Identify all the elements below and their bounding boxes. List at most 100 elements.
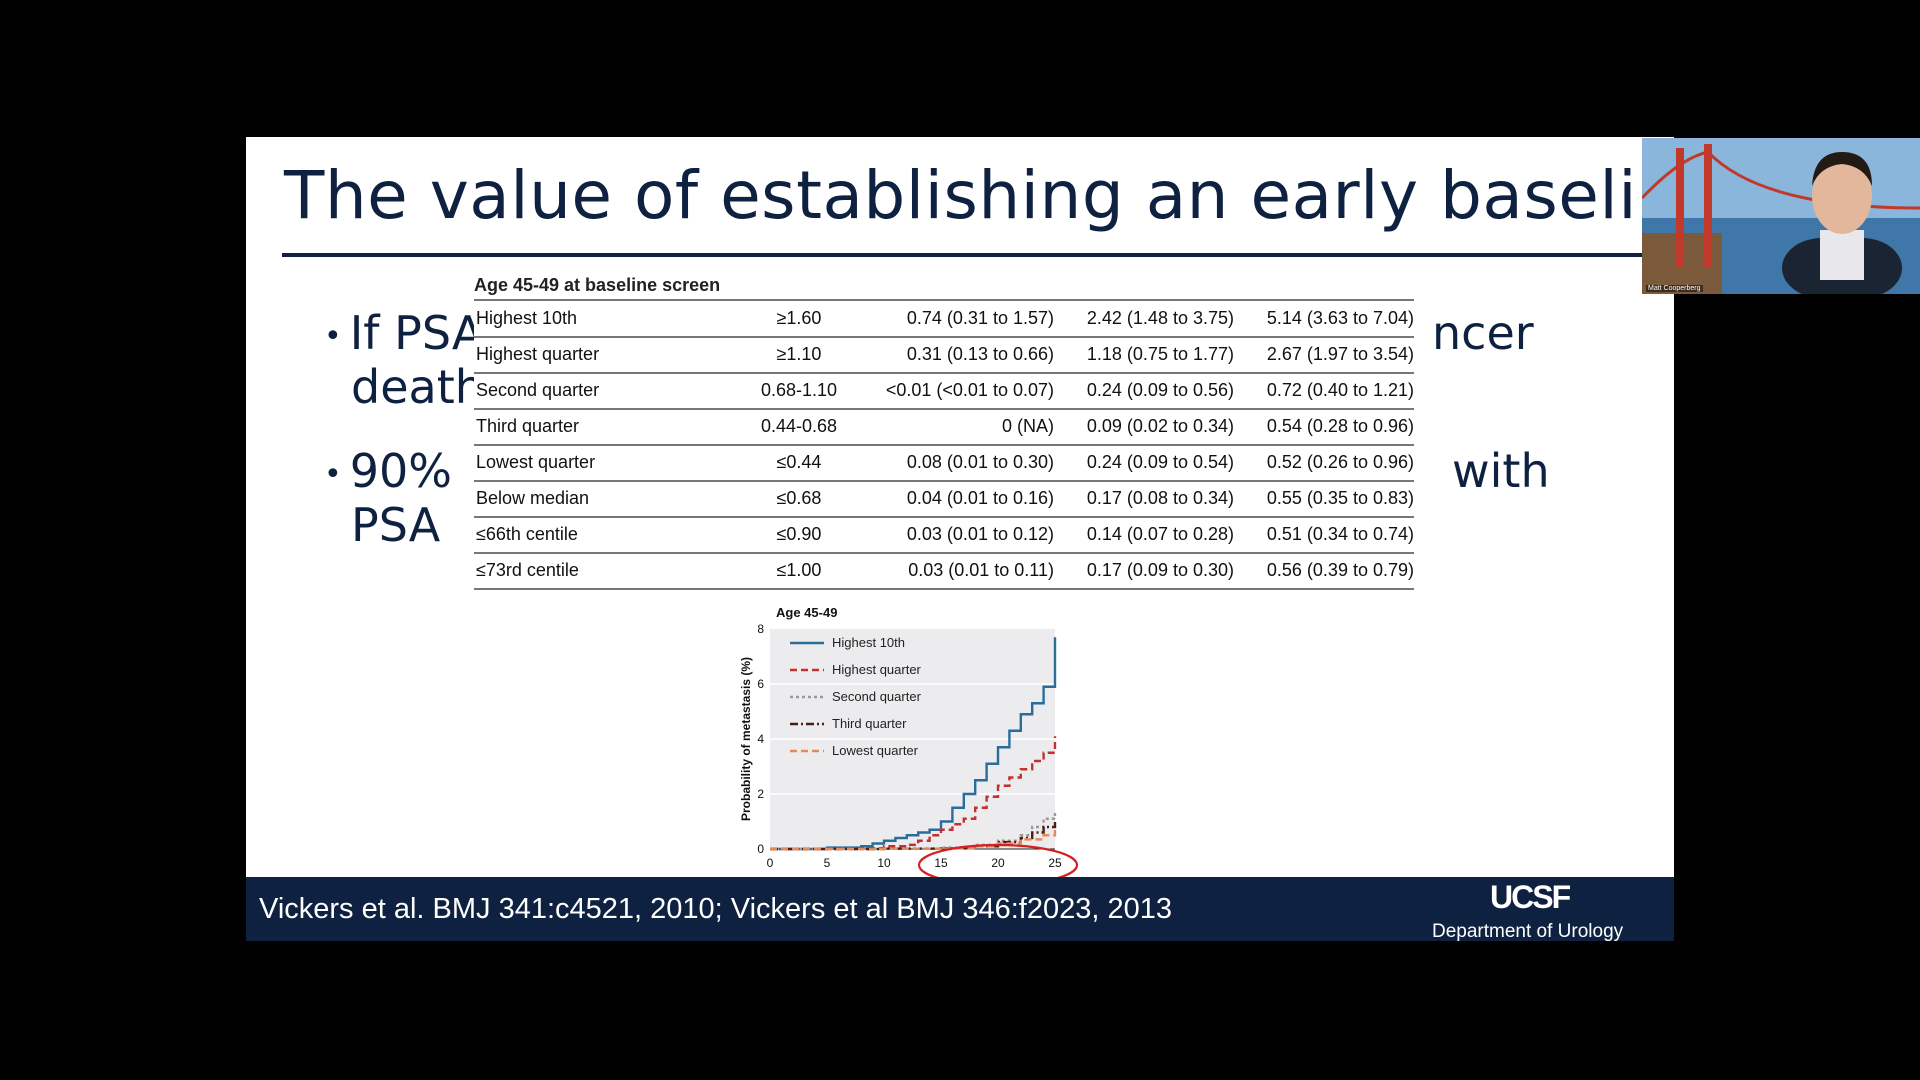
table-rule — [474, 516, 1414, 518]
participant-name: Matt Cooperberg — [1646, 285, 1703, 292]
table-caption: Age 45-49 at baseline screen — [474, 275, 721, 295]
legend-label: Lowest quarter — [832, 743, 919, 758]
row-label: Highest 10th — [476, 308, 578, 328]
table-row: Highest quarter ≥1.10 0.31 (0.13 to 0.66) 1… — [474, 337, 1414, 373]
risk-col-1: 0.74 (0.31 to 1.57) — [906, 308, 1054, 328]
ucsf-logo: UCSF — [1490, 879, 1571, 915]
slide-title: The value of establishing an early basel… — [284, 157, 1674, 234]
presentation-slide: The value of establishing an early basel… — [246, 137, 1674, 941]
x-tick-label: 15 — [934, 856, 948, 870]
y-tick-label: 8 — [757, 622, 764, 636]
department-label: Department of Urology — [1432, 921, 1624, 941]
table-row: ≤66th centile ≤0.90 0.03 (0.01 to 0.12) 0.1… — [474, 517, 1414, 553]
bullet-2: • 90% — [324, 443, 452, 503]
legend-label: Second quarter — [832, 689, 922, 704]
series-line-2 — [770, 736, 1057, 851]
row-label: Third quarter — [476, 416, 580, 436]
row-label: Highest quarter — [476, 344, 600, 364]
x-tick-label: 25 — [1048, 856, 1062, 870]
risk-col-2: 0.24 (0.09 to 0.56) — [1086, 380, 1234, 400]
bullet-dot: • — [324, 318, 342, 354]
title-underline — [282, 253, 1674, 257]
bullet-1-tail: ncer — [1432, 306, 1534, 360]
y-tick-label: 2 — [757, 787, 764, 801]
risk-col-1: <0.01 (<0.01 to 0.07) — [885, 380, 1054, 400]
table-rule — [474, 372, 1414, 374]
y-tick-label: 0 — [757, 842, 764, 856]
risk-col-3: 5.14 (3.63 to 7.04) — [1266, 308, 1414, 328]
risk-col-1: 0.08 (0.01 to 0.30) — [906, 452, 1054, 472]
psa-cutoff: ≥1.60 — [776, 308, 822, 328]
x-tick-label: 20 — [991, 856, 1005, 870]
row-label: Below median — [476, 488, 590, 508]
risk-col-3: 0.52 (0.26 to 0.96) — [1266, 452, 1414, 472]
series-line-3 — [770, 810, 1057, 851]
row-label: ≤66th centile — [476, 524, 578, 544]
webcam-video-icon — [1642, 138, 1920, 294]
risk-col-3: 0.54 (0.28 to 0.96) — [1266, 416, 1414, 436]
legend-label: Highest 10th — [832, 635, 905, 650]
risk-col-1: 0.03 (0.01 to 0.12) — [906, 524, 1054, 544]
psa-cutoff: ≥1.10 — [776, 344, 822, 364]
legend-label: Third quarter — [832, 716, 907, 731]
legend-label: Highest quarter — [832, 662, 922, 677]
risk-col-2: 1.18 (0.75 to 1.77) — [1086, 344, 1234, 364]
bullet-1: • If PSA — [324, 305, 483, 365]
psa-cutoff: 0.44-0.68 — [760, 416, 838, 436]
psa-cutoff: ≤0.90 — [776, 524, 822, 544]
x-tick-label: 10 — [877, 856, 891, 870]
risk-col-3: 0.56 (0.39 to 0.79) — [1266, 560, 1414, 580]
bullet-1-line-2: death — [351, 360, 484, 414]
bullet-2-line-2: PSA — [351, 498, 441, 552]
table-row: Lowest quarter ≤0.44 0.08 (0.01 to 0.30) 0.… — [474, 445, 1414, 481]
psa-cutoff: 0.68-1.10 — [760, 380, 838, 400]
citation: Vickers et al. BMJ 341:c4521, 2010; Vick… — [259, 893, 1172, 925]
table-rule — [474, 588, 1414, 590]
row-label: ≤73rd centile — [476, 560, 579, 580]
risk-col-2: 0.17 (0.09 to 0.30) — [1086, 560, 1234, 580]
psa-cutoff: ≤0.44 — [776, 452, 822, 472]
series-line-4 — [770, 818, 1057, 851]
table-row: Highest 10th ≥1.60 0.74 (0.31 to 1.57) 2.42… — [474, 301, 1414, 337]
bullet-2-line-1: 90% — [349, 444, 452, 498]
table-row: ≤73rd centile ≤1.00 0.03 (0.01 to 0.11) 0.1… — [474, 553, 1414, 589]
risk-col-3: 2.67 (1.97 to 3.54) — [1266, 344, 1414, 364]
series-line-5 — [770, 829, 1057, 851]
risk-col-2: 0.09 (0.02 to 0.34) — [1086, 416, 1234, 436]
table-row: Third quarter 0.44-0.68 0 (NA) 0.09 (0.02 t… — [474, 409, 1414, 445]
table-rule — [474, 552, 1414, 554]
webcam-thumbnail[interactable]: Matt Cooperberg — [1642, 138, 1920, 294]
y-tick-label: 4 — [757, 732, 764, 746]
row-label: Second quarter — [476, 380, 600, 400]
table-rule — [474, 299, 1414, 301]
table-rule — [474, 480, 1414, 482]
risk-col-3: 0.72 (0.40 to 1.21) — [1266, 380, 1414, 400]
risk-col-1: 0.04 (0.01 to 0.16) — [906, 488, 1054, 508]
risk-col-1: 0 (NA) — [1001, 416, 1054, 436]
highlight-ellipse — [917, 843, 1079, 877]
table-row: Second quarter 0.68-1.10 <0.01 (<0.01 to 0… — [474, 373, 1414, 409]
psa-cutoff: ≤0.68 — [776, 488, 822, 508]
y-tick-label: 6 — [757, 677, 764, 691]
table-rule — [474, 444, 1414, 446]
bullet-1-line-1: If PSA — [349, 306, 484, 360]
risk-col-3: 0.55 (0.35 to 0.83) — [1266, 488, 1414, 508]
table-row: Below median ≤0.68 0.04 (0.01 to 0.16) 0.17… — [474, 481, 1414, 517]
psa-cutoff: ≤1.00 — [776, 560, 822, 580]
risk-col-2: 0.17 (0.08 to 0.34) — [1086, 488, 1234, 508]
x-tick-label: 5 — [824, 856, 831, 870]
risk-col-1: 0.03 (0.01 to 0.11) — [908, 560, 1054, 580]
risk-col-2: 0.14 (0.07 to 0.28) — [1086, 524, 1234, 544]
row-label: Lowest quarter — [476, 452, 596, 472]
y-axis-label: Probability of metastasis (%) — [739, 657, 753, 821]
table-rule — [474, 408, 1414, 410]
metastasis-chart: 0 2 4 6 8 0 5 10 15 20 25 Age 45-49 Probability of m… — [739, 605, 1079, 877]
bullet-2-tail: with — [1452, 444, 1550, 498]
risk-col-2: 0.24 (0.09 to 0.54) — [1086, 452, 1234, 472]
chart-title: Age 45-49 — [776, 605, 837, 620]
series-line-1 — [770, 637, 1057, 851]
risk-col-1: 0.31 (0.13 to 0.66) — [906, 344, 1054, 364]
bullet-dot: • — [324, 456, 342, 492]
risk-col-2: 2.42 (1.48 to 3.75) — [1086, 308, 1234, 328]
footer-bar: Vickers et al. BMJ 341:c4521, 2010; Vick… — [246, 877, 1674, 941]
